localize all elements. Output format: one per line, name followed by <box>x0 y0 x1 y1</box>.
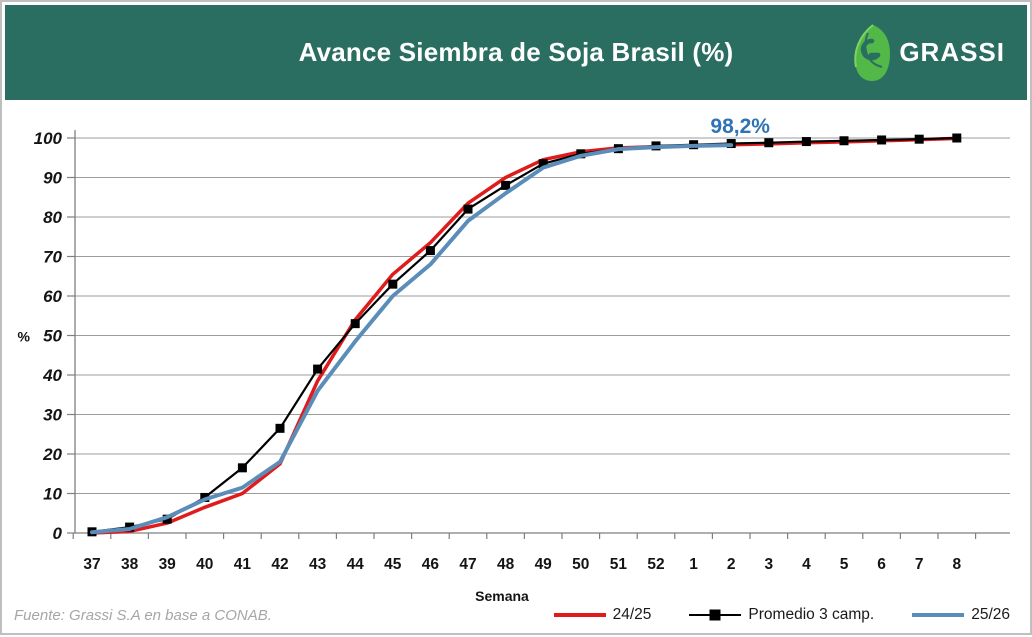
svg-text:2: 2 <box>727 556 736 573</box>
page-title: Avance Siembra de Soja Brasil (%) <box>298 37 734 67</box>
svg-text:52: 52 <box>647 556 664 573</box>
svg-text:100: 100 <box>34 129 63 148</box>
svg-text:70: 70 <box>43 248 62 267</box>
svg-text:51: 51 <box>610 556 628 573</box>
svg-text:80: 80 <box>43 208 62 227</box>
svg-text:98,2%: 98,2% <box>710 115 770 138</box>
svg-text:6: 6 <box>877 556 886 573</box>
legend-item-25-26: 25/26 <box>912 606 1010 624</box>
chart-legend: 24/25 Promedio 3 camp. 25/26 <box>553 606 1010 624</box>
red-line-icon <box>553 613 606 617</box>
black-line-square-icon <box>689 609 742 621</box>
legend-label: Promedio 3 camp. <box>748 606 875 623</box>
svg-text:60: 60 <box>43 287 62 306</box>
svg-text:50: 50 <box>43 327 62 346</box>
svg-text:10: 10 <box>43 485 62 504</box>
svg-text:8: 8 <box>952 556 961 573</box>
logo-text: GRASSI <box>899 37 1005 67</box>
svg-text:7: 7 <box>915 556 924 573</box>
svg-text:43: 43 <box>309 556 327 573</box>
legend-item-promedio: Promedio 3 camp. <box>689 606 874 624</box>
svg-text:37: 37 <box>83 556 100 573</box>
grassi-logo: GRASSI <box>852 5 1005 100</box>
svg-text:%: % <box>18 329 31 345</box>
header-bar: Avance Siembra de Soja Brasil (%) GRASSI <box>5 5 1027 100</box>
legend-label: 25/26 <box>971 606 1010 623</box>
svg-text:42: 42 <box>271 556 288 573</box>
svg-text:48: 48 <box>497 556 515 573</box>
svg-text:49: 49 <box>535 556 553 573</box>
svg-text:45: 45 <box>384 556 402 573</box>
footer: Fuente: Grassi S.A en base a CONAB. 24/2… <box>14 604 1010 626</box>
svg-text:46: 46 <box>422 556 440 573</box>
svg-text:47: 47 <box>459 556 476 573</box>
svg-text:44: 44 <box>347 556 365 573</box>
svg-text:0: 0 <box>53 524 63 543</box>
svg-text:20: 20 <box>42 445 62 464</box>
svg-text:39: 39 <box>159 556 177 573</box>
svg-text:1: 1 <box>689 556 698 573</box>
leaf-icon <box>852 23 892 83</box>
svg-text:30: 30 <box>43 406 62 425</box>
legend-item-24-25: 24/25 <box>553 606 652 624</box>
svg-text:41: 41 <box>234 556 252 573</box>
blue-line-icon <box>912 613 965 617</box>
source-text: Fuente: Grassi S.A en base a CONAB. <box>14 606 272 624</box>
svg-text:40: 40 <box>196 556 213 573</box>
svg-text:Semana: Semana <box>475 588 529 604</box>
legend-label: 24/25 <box>612 606 652 623</box>
svg-text:90: 90 <box>43 169 62 188</box>
svg-text:50: 50 <box>572 556 589 573</box>
svg-text:38: 38 <box>121 556 139 573</box>
svg-text:4: 4 <box>802 556 811 573</box>
svg-text:3: 3 <box>764 556 773 573</box>
svg-text:5: 5 <box>840 556 849 573</box>
svg-text:40: 40 <box>42 366 62 385</box>
